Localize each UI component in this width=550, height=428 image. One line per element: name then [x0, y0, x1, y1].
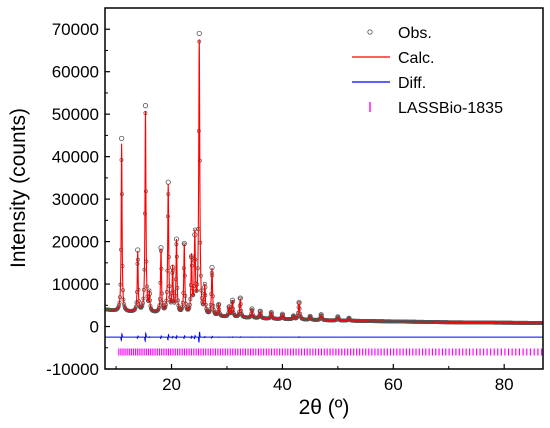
obs-peak-point	[119, 135, 125, 142]
y-tick-label: 0	[90, 318, 99, 337]
legend-symbol	[367, 29, 373, 35]
obs-peak-point	[318, 312, 324, 318]
y-tick-label: 40000	[52, 148, 99, 167]
obs-peak-point	[335, 314, 341, 320]
obs-peak-point	[165, 179, 171, 185]
legend-item: Diff.	[352, 75, 426, 92]
y-tick-label: 70000	[52, 20, 99, 39]
x-tick-label: 20	[162, 375, 181, 394]
y-tick-label: -10000	[46, 360, 99, 379]
obs-peak-point	[142, 103, 149, 109]
plot-frame	[104, 7, 544, 370]
diff-line	[105, 331, 543, 343]
y-axis-title: Intensity (counts)	[7, 108, 30, 268]
obs-peak-point	[290, 313, 297, 319]
obs-peak-point	[279, 311, 286, 317]
legend-item: LASSBio-1835	[369, 100, 503, 117]
reflection-ticks	[118, 348, 543, 356]
y-tick-label: 50000	[52, 105, 99, 124]
legend-item: Calc.	[352, 50, 434, 67]
calc-line	[105, 39, 543, 324]
y-tick-label: 10000	[52, 275, 99, 294]
x-tick-label: 60	[384, 375, 403, 394]
x-axis-title: 2θ (º)	[299, 396, 350, 419]
y-tick-label: 30000	[52, 190, 99, 209]
y-tick-label: 20000	[52, 233, 99, 252]
legend-label: Calc.	[398, 50, 434, 67]
x-tick-label: 80	[495, 375, 514, 394]
legend-label: Diff.	[398, 75, 426, 92]
y-tick-label: 60000	[52, 63, 99, 82]
legend-item: Obs.	[367, 25, 432, 42]
legend-label: LASSBio-1835	[398, 100, 503, 117]
legend-label: Obs.	[398, 25, 432, 42]
x-tick-label: 40	[273, 375, 292, 394]
obs-peak-point	[196, 30, 202, 37]
obs-peak-point	[307, 313, 313, 320]
obs-peak-point	[346, 315, 352, 321]
